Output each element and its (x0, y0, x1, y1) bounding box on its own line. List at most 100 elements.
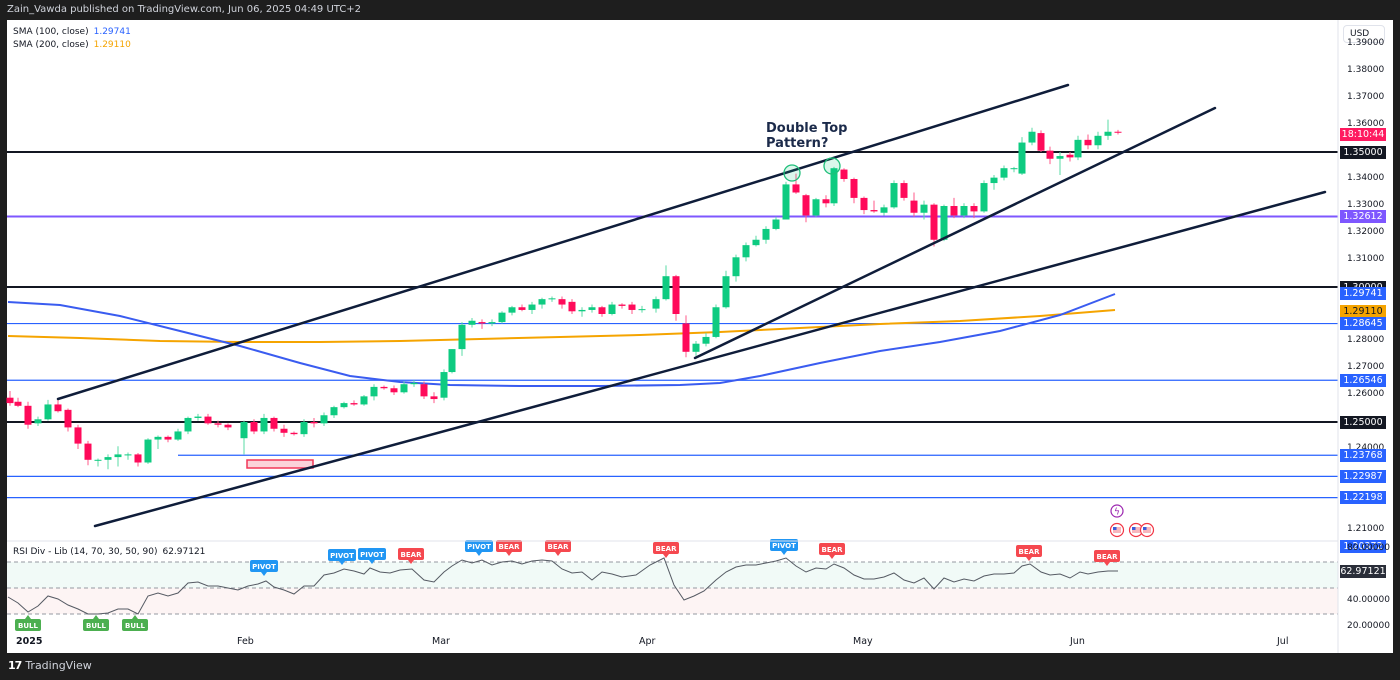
trendlines[interactable] (56, 83, 1327, 528)
bear-candle (1066, 154, 1074, 158)
bear-candle (478, 322, 486, 324)
bull-candle (1074, 139, 1082, 158)
sma100-line[interactable] (7, 293, 1116, 387)
bull-candle (448, 349, 456, 373)
bear-candle (390, 388, 398, 393)
label-bg (1094, 550, 1120, 562)
sma200-value: 1.29110 (93, 40, 131, 50)
annotation-pattern[interactable]: Pattern? (766, 136, 828, 151)
bull-candle (360, 396, 368, 405)
label-bg (328, 549, 356, 561)
label-bg (250, 560, 278, 572)
label-pointer (663, 554, 669, 558)
label-bg (358, 548, 386, 560)
annotation-double-top[interactable]: Double Top (766, 121, 847, 136)
lightning-glyph: ϟ (1114, 508, 1120, 518)
pivot-signal-label[interactable]: PIVOT (770, 539, 798, 555)
pivot-signal-label[interactable]: PIVOT (328, 549, 356, 565)
bear-candle (628, 304, 636, 310)
bull-candle (1094, 135, 1102, 146)
bull-signal-label[interactable]: BULL (122, 615, 148, 631)
price-level-label[interactable]: 1.32612 (1340, 209, 1386, 223)
rsi-legend[interactable]: RSI Div - Lib (14, 70, 30, 50, 90) 62.971… (13, 547, 205, 557)
trendline-3[interactable] (693, 106, 1217, 360)
bear-candle (420, 384, 428, 397)
price-level-label[interactable]: 1.22198 (1340, 491, 1386, 505)
price-level-label[interactable]: 1.22987 (1340, 469, 1386, 483)
bull-candle (410, 382, 418, 385)
label-text: PIVOT (252, 563, 276, 571)
label-bg (770, 539, 798, 551)
double-top-highlight-icon[interactable] (823, 157, 841, 175)
bear-signal-label[interactable]: BEAR (545, 540, 571, 556)
label-text: PIVOT (330, 552, 354, 560)
tradingview-logo[interactable]: 17 TradingView (8, 659, 92, 672)
price-level-label[interactable]: 1.35000 (1340, 145, 1386, 159)
bull-candle (812, 199, 820, 216)
supply-zone-box[interactable] (246, 459, 314, 469)
bear-candle (910, 200, 918, 213)
bear-signal-label[interactable]: BEAR (496, 540, 522, 556)
bull-candle (1028, 131, 1036, 143)
pivot-signal-label[interactable]: PIVOT (250, 560, 278, 576)
sma200-legend[interactable]: SMA (200, close) 1.29110 (13, 40, 131, 50)
sma200-line[interactable] (7, 309, 1116, 343)
footer-bar (0, 653, 1400, 680)
flag-canton (1132, 527, 1136, 530)
bull-candle (722, 276, 730, 308)
label-pointer (781, 551, 787, 555)
currency-button[interactable]: USD (1343, 25, 1385, 43)
double-top-highlight-icon[interactable] (783, 164, 801, 182)
pivot-signal-label[interactable]: PIVOT (465, 540, 493, 556)
bull-candle (652, 299, 660, 309)
label-bg (83, 619, 109, 631)
label-pointer (408, 560, 414, 564)
rsi-line[interactable] (7, 557, 1118, 615)
bull-candle (830, 168, 838, 204)
bull-signal-label[interactable]: BULL (15, 615, 41, 631)
price-tick: 1.24000 (1347, 443, 1384, 453)
bear-candle (822, 199, 830, 204)
bear-signal-label[interactable]: BEAR (398, 548, 424, 564)
bull-candle (440, 372, 448, 398)
price-level-label[interactable]: 1.29741 (1340, 287, 1386, 301)
bull-candle (458, 324, 466, 350)
label-text: PIVOT (772, 542, 796, 550)
bear-signal-label[interactable]: BEAR (819, 543, 845, 559)
bear-candle (250, 422, 258, 432)
label-text: BEAR (822, 546, 844, 554)
label-text: BEAR (1019, 548, 1041, 556)
pivot-signal-label[interactable]: PIVOT (358, 548, 386, 564)
trendline-2[interactable] (93, 190, 1327, 528)
bull-candle (174, 431, 182, 440)
price-level-label[interactable]: 1.25000 (1340, 415, 1386, 429)
time-label: Apr (639, 636, 656, 647)
price-level-label[interactable]: 1.26546 (1340, 373, 1386, 387)
price-level-label[interactable]: 1.20372 (1340, 540, 1386, 554)
sma100-legend[interactable]: SMA (100, close) 1.29741 (13, 27, 131, 37)
price-level-label[interactable]: 1.23768 (1340, 448, 1386, 462)
price-level-label[interactable]: 1.28645 (1340, 317, 1386, 331)
label-text: BEAR (656, 545, 678, 553)
lightning-event-icon[interactable] (1110, 504, 1124, 518)
bear-candle (224, 424, 232, 428)
label-bg (398, 548, 424, 560)
time-label: Jul (1277, 636, 1289, 647)
price-tick: 1.26000 (1347, 389, 1385, 399)
bull-candle (528, 304, 536, 310)
price-tick: 1.34000 (1347, 173, 1385, 183)
label-text: BULL (86, 622, 106, 630)
bear-signal-label[interactable]: BEAR (1094, 550, 1120, 566)
bear-signal-label[interactable]: BEAR (653, 542, 679, 558)
bear-candle (672, 276, 680, 314)
label-bg (545, 540, 571, 552)
bull-candle (1010, 168, 1018, 170)
bear-signal-label[interactable]: BEAR (1016, 545, 1042, 561)
price-level-label[interactable]: 1.29110 (1340, 304, 1386, 318)
bull-signal-label[interactable]: BULL (83, 615, 109, 631)
bear-candle (970, 206, 978, 212)
bear-candle (430, 396, 438, 400)
trendline-1[interactable] (56, 83, 1070, 401)
rsi-background (7, 561, 1338, 615)
